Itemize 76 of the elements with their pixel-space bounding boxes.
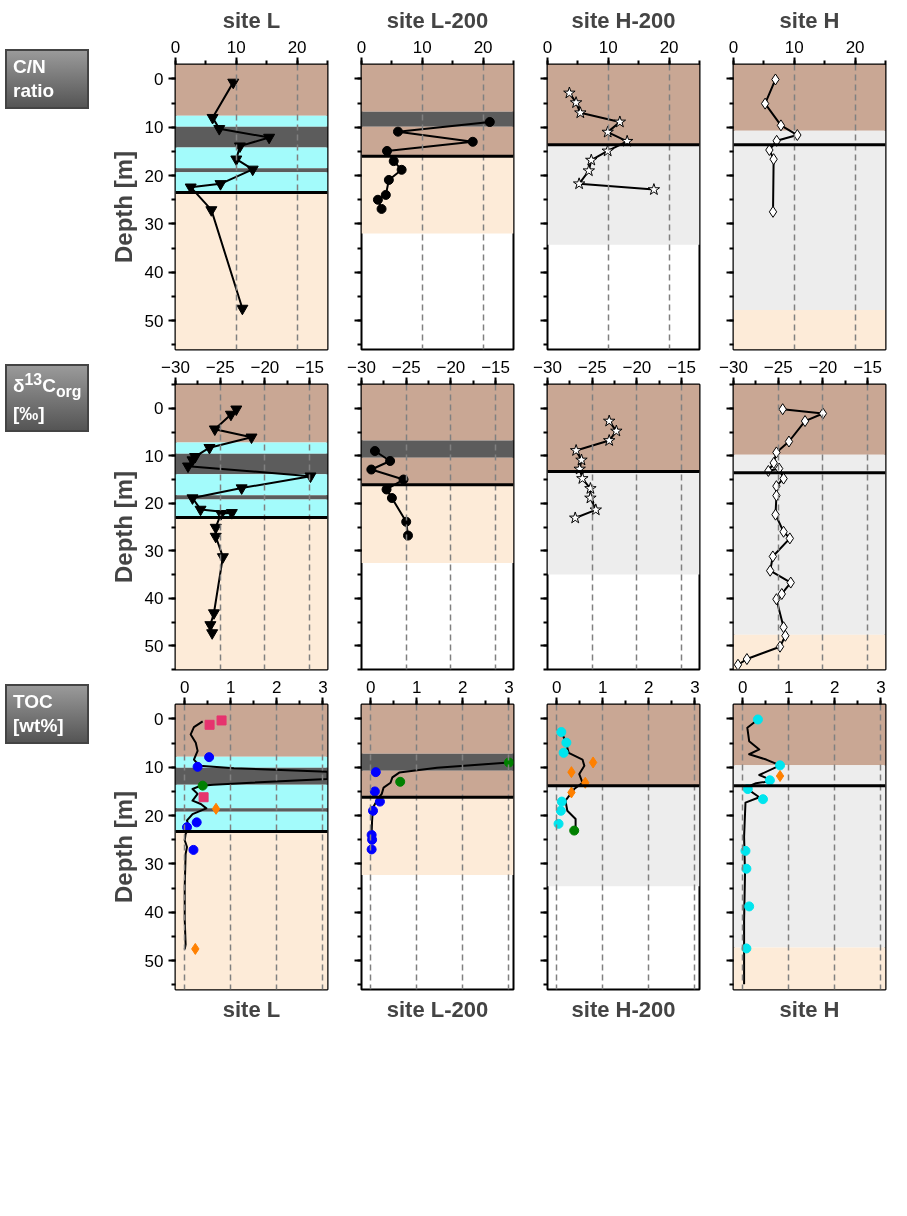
x-tick-label: −25 — [763, 357, 793, 377]
x-tick-label: 20 — [659, 37, 679, 57]
x-tick-label: 0 — [179, 677, 190, 697]
chart-title: site L — [222, 7, 281, 33]
y-tick-label: 40 — [144, 263, 164, 283]
y-tick-label: 30 — [144, 541, 164, 561]
x-tick-label: 0 — [728, 37, 739, 57]
x-tick-label: 10 — [784, 37, 804, 57]
y-axis-title: Depth [m] — [109, 791, 137, 903]
chart-title: site L-200 — [386, 7, 489, 33]
chart-title: site H — [779, 7, 840, 33]
y-tick-label: 0 — [154, 399, 164, 419]
y-tick-label: 50 — [144, 636, 164, 656]
x-tick-label: 2 — [644, 677, 654, 697]
y-tick-label: 30 — [144, 854, 164, 874]
x-tick-label: 0 — [356, 37, 367, 57]
x-tick-label: 1 — [784, 677, 794, 697]
x-tick-label: 1 — [412, 677, 422, 697]
x-tick-label: −15 — [667, 357, 697, 377]
x-tick-label: −20 — [250, 357, 280, 377]
x-tick-label: 3 — [504, 677, 514, 697]
y-axis-title: Depth [m] — [109, 471, 137, 583]
y-tick-label: 40 — [144, 589, 164, 609]
x-tick-label: 3 — [318, 677, 328, 697]
x-tick-label: 0 — [737, 677, 748, 697]
x-tick-label: −20 — [808, 357, 838, 377]
x-axis-title: site H-200 — [571, 996, 676, 1022]
y-tick-label: 20 — [144, 494, 164, 514]
x-tick-label: −15 — [853, 357, 883, 377]
x-tick-label: 10 — [412, 37, 432, 57]
text: δ$^{13}$C$_{org}$ [‰] — [13, 370, 82, 426]
y-tick-label: 30 — [144, 214, 164, 234]
x-axis-title: site L-200 — [386, 996, 489, 1022]
x-tick-label: −30 — [719, 357, 748, 377]
x-tick-label: 0 — [551, 677, 562, 697]
x-tick-label: −30 — [347, 357, 376, 377]
y-tick-label: 50 — [144, 951, 164, 971]
y-tick-label: 0 — [154, 69, 164, 89]
x-tick-label: 2 — [272, 677, 282, 697]
y-tick-label: 50 — [144, 311, 164, 331]
x-tick-label: 20 — [473, 37, 493, 57]
y-tick-label: 20 — [144, 166, 164, 186]
x-tick-label: 20 — [845, 37, 865, 57]
x-tick-label: 10 — [598, 37, 618, 57]
x-tick-label: −30 — [533, 357, 562, 377]
x-tick-label: 3 — [690, 677, 700, 697]
y-tick-label: 10 — [144, 118, 164, 138]
x-tick-label: −20 — [436, 357, 466, 377]
x-axis-title: site H — [779, 996, 840, 1022]
x-tick-label: 1 — [598, 677, 608, 697]
y-tick-label: 10 — [144, 446, 164, 466]
x-tick-label: 20 — [287, 37, 307, 57]
y-axis-title: Depth [m] — [109, 151, 137, 263]
x-tick-label: 2 — [830, 677, 840, 697]
x-tick-label: −20 — [622, 357, 652, 377]
x-axis-title: site L — [222, 996, 281, 1022]
y-tick-label: 0 — [154, 709, 164, 729]
x-tick-label: 0 — [365, 677, 376, 697]
x-tick-label: −25 — [391, 357, 421, 377]
y-tick-label: 10 — [144, 758, 164, 778]
x-tick-label: 0 — [170, 37, 181, 57]
x-tick-label: 3 — [876, 677, 886, 697]
x-tick-label: 2 — [458, 677, 468, 697]
x-tick-label: 10 — [226, 37, 246, 57]
y-tick-label: 40 — [144, 903, 164, 923]
x-tick-label: 0 — [542, 37, 553, 57]
text: C/N ratio — [13, 55, 56, 103]
x-tick-label: −25 — [205, 357, 235, 377]
y-tick-label: 20 — [144, 806, 164, 826]
x-tick-label: −15 — [481, 357, 511, 377]
x-tick-label: 1 — [226, 677, 236, 697]
chart-title: site H-200 — [571, 7, 676, 33]
text: TOC [wt%] — [13, 690, 65, 738]
x-tick-label: −30 — [161, 357, 190, 377]
x-tick-label: −15 — [295, 357, 325, 377]
x-tick-label: −25 — [577, 357, 607, 377]
